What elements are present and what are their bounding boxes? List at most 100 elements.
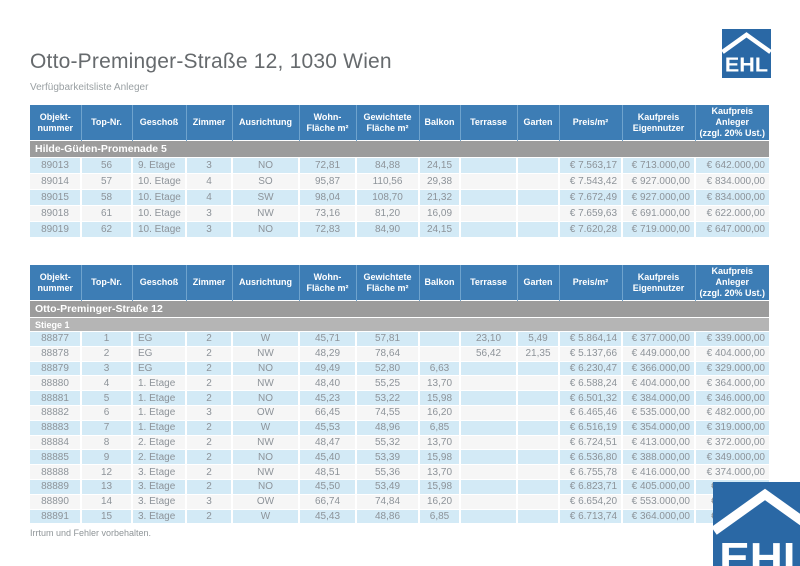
cell-geschoss: EG — [131, 345, 186, 362]
cell-terrasse — [459, 493, 517, 510]
cell-gewichtete-flaeche: 84,88 — [355, 157, 419, 174]
cell-wohnflaeche: 95,87 — [298, 173, 356, 190]
table-row: 89014 57 10. Etage 4 SO 95,87 110,56 29,38 € 7.5… — [30, 173, 769, 190]
cell-objektnummer: 89015 — [30, 189, 81, 206]
cell-terrasse — [459, 157, 517, 174]
cell-preis-m2: € 6.230,47 — [558, 360, 622, 376]
svg-text:EHL: EHL — [719, 534, 800, 566]
cell-objektnummer: 88878 — [30, 345, 81, 362]
column-header-garten: Garten — [516, 105, 559, 141]
cell-garten — [516, 434, 559, 450]
cell-gewichtete-flaeche: 55,25 — [355, 375, 419, 391]
cell-kaufpreis-eigennutzer: € 413.000,00 — [621, 434, 695, 450]
table-row: 88883 7 1. Etage 2 W 45,53 48,96 6,85 € 6.516,19… — [30, 419, 769, 436]
cell-geschoss: 2. Etage — [131, 434, 186, 450]
cell-objektnummer: 88881 — [30, 390, 81, 406]
cell-terrasse — [459, 434, 517, 450]
table-row: 88879 3 EG 2 NO 49,49 52,80 6,63 € 6.230,47 € 366… — [30, 360, 769, 376]
cell-wohnflaeche: 48,51 — [298, 464, 356, 480]
cell-kaufpreis-anleger: € 346.000,00 — [694, 390, 769, 406]
cell-preis-m2: € 6.654,20 — [558, 493, 622, 510]
cell-terrasse — [459, 449, 517, 465]
cell-zimmer: 2 — [185, 508, 232, 524]
cell-ausrichtung: NO — [231, 360, 299, 376]
cell-kaufpreis-anleger: € 319.000,00 — [694, 419, 769, 436]
cell-balkon — [418, 331, 460, 347]
cell-geschoss: 2. Etage — [131, 449, 186, 465]
cell-geschoss: 1. Etage — [131, 404, 186, 421]
column-header-terrasse: Terrasse — [459, 105, 517, 141]
cell-top-nr: 5 — [80, 390, 132, 406]
column-header-preis-m2: Preis/m² — [558, 265, 622, 301]
disclaimer-text: Irrtum und Fehler vorbehalten. — [30, 528, 152, 538]
cell-garten — [516, 449, 559, 465]
cell-wohnflaeche: 98,04 — [298, 189, 356, 206]
cell-ausrichtung: OW — [231, 493, 299, 510]
column-header-preis-m2: Preis/m² — [558, 105, 622, 141]
cell-kaufpreis-eigennutzer: € 553.000,00 — [621, 493, 695, 510]
cell-zimmer: 3 — [185, 221, 232, 237]
cell-wohnflaeche: 45,53 — [298, 419, 356, 436]
cell-garten — [516, 360, 559, 376]
cell-wohnflaeche: 45,40 — [298, 449, 356, 465]
column-header-row: Objekt- nummer Top-Nr. Geschoß Zimmer Ausric… — [30, 265, 769, 301]
cell-gewichtete-flaeche: 48,96 — [355, 419, 419, 436]
table-row: 88877 1 EG 2 W 45,71 57,81 23,10 5,49 € 5.864,14 €… — [30, 331, 769, 347]
cell-terrasse — [459, 221, 517, 237]
cell-geschoss: 3. Etage — [131, 508, 186, 524]
cell-kaufpreis-anleger: € 372.000,00 — [694, 434, 769, 450]
cell-geschoss: 10. Etage — [131, 173, 186, 190]
cell-preis-m2: € 6.516,19 — [558, 419, 622, 436]
cell-objektnummer: 89014 — [30, 173, 81, 190]
cell-kaufpreis-anleger: € 339.000,00 — [694, 331, 769, 347]
page-title: Otto-Preminger-Straße 12, 1030 Wien — [30, 50, 392, 73]
column-header-geschoss: Geschoß — [131, 105, 186, 141]
column-header-objektnummer: Objekt- nummer — [30, 265, 81, 301]
cell-objektnummer: 89019 — [30, 221, 81, 237]
cell-preis-m2: € 6.501,32 — [558, 390, 622, 406]
cell-objektnummer: 88889 — [30, 478, 81, 495]
cell-preis-m2: € 6.536,80 — [558, 449, 622, 465]
cell-top-nr: 56 — [80, 157, 132, 174]
column-header-gewichtete-flaeche: Gewichtete Fläche m² — [355, 105, 419, 141]
cell-gewichtete-flaeche: 55,36 — [355, 464, 419, 480]
cell-gewichtete-flaeche: 55,32 — [355, 434, 419, 450]
cell-garten — [516, 157, 559, 174]
cell-preis-m2: € 7.563,17 — [558, 157, 622, 174]
cell-kaufpreis-eigennutzer: € 366.000,00 — [621, 360, 695, 376]
column-header-kaufpreis-eigennutzer: Kaufpreis Eigennutzer — [621, 265, 695, 301]
cell-garten — [516, 493, 559, 510]
section-header-row: Hilde-Güden-Promenade 5 — [30, 140, 769, 158]
column-header-wohnflaeche: Wohn- Fläche m² — [298, 105, 356, 141]
cell-kaufpreis-eigennutzer: € 719.000,00 — [621, 221, 695, 237]
cell-preis-m2: € 6.588,24 — [558, 375, 622, 391]
cell-wohnflaeche: 45,71 — [298, 331, 356, 347]
cell-kaufpreis-eigennutzer: € 404.000,00 — [621, 375, 695, 391]
cell-wohnflaeche: 45,43 — [298, 508, 356, 524]
ehl-logo-icon-large: EHL — [713, 482, 800, 566]
cell-top-nr: 4 — [80, 375, 132, 391]
cell-kaufpreis-eigennutzer: € 388.000,00 — [621, 449, 695, 465]
column-header-zimmer: Zimmer — [185, 265, 232, 301]
table-row: 88884 8 2. Etage 2 NW 48,47 55,32 13,70 € 6.724,… — [30, 434, 769, 450]
column-header-garten: Garten — [516, 265, 559, 301]
column-header-top-nr: Top-Nr. — [80, 265, 132, 301]
cell-gewichtete-flaeche: 52,80 — [355, 360, 419, 376]
column-header-ausrichtung: Ausrichtung — [231, 105, 299, 141]
cell-top-nr: 2 — [80, 345, 132, 362]
cell-top-nr: 12 — [80, 464, 132, 480]
subsection-header-row: Stiege 1 — [30, 317, 769, 332]
cell-gewichtete-flaeche: 74,84 — [355, 493, 419, 510]
cell-garten — [516, 173, 559, 190]
cell-garten: 21,35 — [516, 345, 559, 362]
cell-objektnummer: 88880 — [30, 375, 81, 391]
cell-wohnflaeche: 66,45 — [298, 404, 356, 421]
cell-kaufpreis-anleger: € 329.000,00 — [694, 360, 769, 376]
cell-objektnummer: 88877 — [30, 331, 81, 347]
cell-objektnummer: 88891 — [30, 508, 81, 524]
cell-balkon: 15,98 — [418, 449, 460, 465]
cell-gewichtete-flaeche: 53,49 — [355, 478, 419, 495]
cell-geschoss: 10. Etage — [131, 221, 186, 237]
cell-ausrichtung: W — [231, 331, 299, 347]
column-header-row: Objekt- nummer Top-Nr. Geschoß Zimmer Ausric… — [30, 105, 769, 141]
